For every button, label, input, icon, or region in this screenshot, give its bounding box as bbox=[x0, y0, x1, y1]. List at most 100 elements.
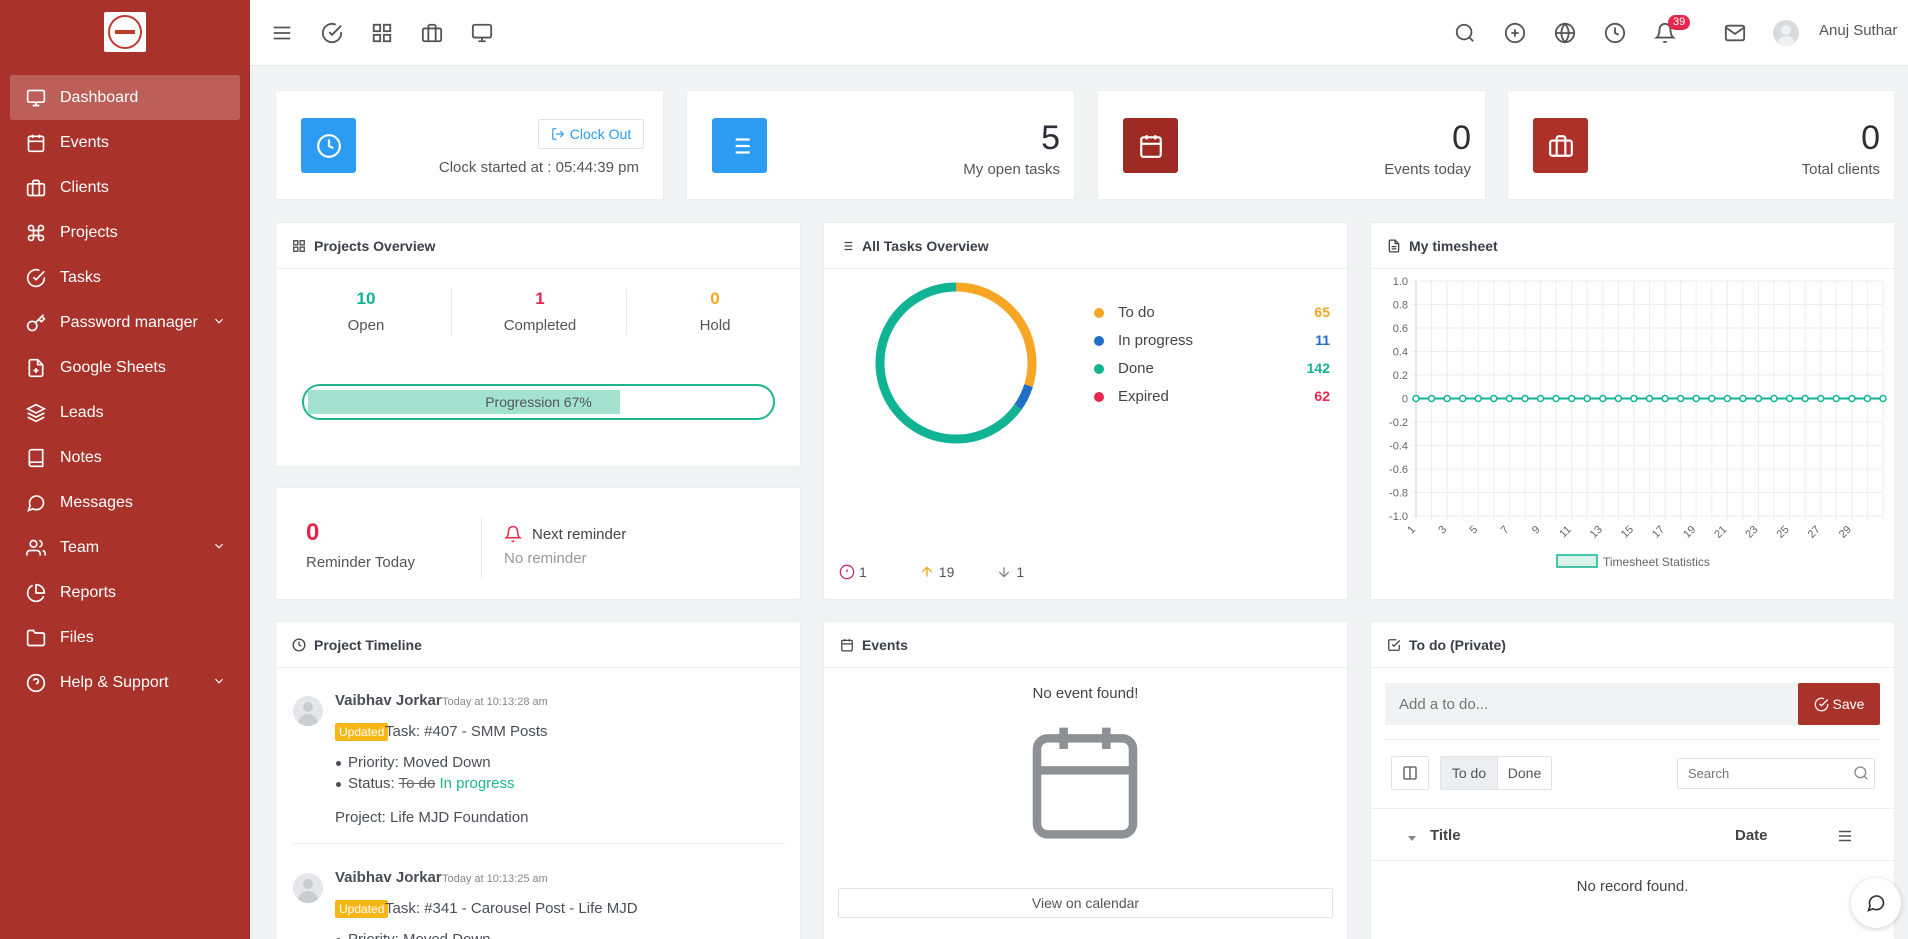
data-point[interactable] bbox=[1708, 394, 1716, 403]
data-point[interactable] bbox=[1661, 394, 1669, 403]
timeline-user-name[interactable]: Vaibhav Jorkar bbox=[335, 692, 442, 709]
total-clients-card[interactable]: 0 Total clients bbox=[1507, 90, 1895, 200]
data-point[interactable] bbox=[1754, 394, 1763, 403]
data-point[interactable] bbox=[1521, 394, 1529, 403]
tasks-alert-count[interactable]: 1 bbox=[859, 564, 867, 580]
tasks-up-count[interactable]: 19 bbox=[938, 564, 955, 580]
avatar[interactable] bbox=[1773, 20, 1799, 46]
data-point[interactable] bbox=[1739, 394, 1747, 403]
timeline-user-name[interactable]: Vaibhav Jorkar bbox=[335, 869, 442, 886]
menu-icon[interactable] bbox=[271, 22, 293, 44]
data-point[interactable] bbox=[1599, 394, 1607, 403]
data-point[interactable] bbox=[1723, 394, 1732, 403]
data-point[interactable] bbox=[1505, 394, 1514, 403]
sidebar-item-leads[interactable]: Leads bbox=[10, 390, 240, 435]
tab-done[interactable]: Done bbox=[1497, 756, 1552, 790]
calendar-icon bbox=[841, 638, 853, 651]
data-point[interactable] bbox=[1863, 394, 1872, 403]
sidebar-item-team[interactable]: Team bbox=[10, 525, 240, 570]
data-point[interactable] bbox=[1536, 394, 1545, 403]
column-title[interactable]: Title bbox=[1430, 827, 1461, 844]
projects-completed[interactable]: 1 Completed bbox=[453, 289, 627, 334]
menu-icon[interactable] bbox=[1836, 827, 1854, 845]
sidebar-item-projects[interactable]: Projects bbox=[10, 210, 240, 255]
data-point[interactable] bbox=[1427, 394, 1436, 403]
data-point[interactable] bbox=[1692, 394, 1700, 403]
data-point[interactable] bbox=[1879, 394, 1887, 403]
divider bbox=[451, 289, 452, 335]
data-point[interactable] bbox=[1412, 394, 1420, 403]
plus-circle-icon[interactable] bbox=[1504, 22, 1526, 44]
monitor-icon[interactable] bbox=[471, 22, 493, 44]
timeline-task-link[interactable]: Task: #341 - Carousel Post - Life MJD bbox=[385, 900, 638, 917]
data-point[interactable] bbox=[1443, 394, 1451, 403]
data-point[interactable] bbox=[1645, 394, 1654, 403]
view-calendar-button[interactable]: View on calendar bbox=[838, 888, 1333, 918]
sidebar-item-help-support[interactable]: Help & Support bbox=[10, 660, 240, 705]
todo-input[interactable] bbox=[1385, 683, 1799, 725]
open-tasks-card[interactable]: 5 My open tasks bbox=[686, 90, 1075, 200]
sidebar-item-clients[interactable]: Clients bbox=[10, 165, 240, 210]
tab-todo[interactable]: To do bbox=[1440, 756, 1498, 790]
company-logo[interactable] bbox=[104, 12, 146, 52]
data-point[interactable] bbox=[1848, 394, 1856, 403]
timeline-priority: Priority: Moved Down bbox=[336, 754, 491, 771]
briefcase-icon[interactable] bbox=[421, 22, 443, 44]
sort-down-icon[interactable] bbox=[1407, 833, 1417, 843]
data-point[interactable] bbox=[1770, 394, 1778, 403]
sidebar-item-password-manager[interactable]: Password manager bbox=[10, 300, 240, 345]
chevron-down-icon[interactable] bbox=[212, 314, 226, 328]
tasks-down-count[interactable]: 1 bbox=[1016, 564, 1025, 580]
data-point[interactable] bbox=[1474, 394, 1483, 403]
timeline-task-link[interactable]: Task: #407 - SMM Posts bbox=[385, 723, 548, 740]
next-reminder-title: Next reminder bbox=[532, 526, 627, 543]
legend-label[interactable]: Timesheet Statistics bbox=[1603, 555, 1710, 569]
sidebar-item-reports[interactable]: Reports bbox=[10, 570, 240, 615]
data-point[interactable] bbox=[1490, 394, 1498, 403]
save-button[interactable]: Save bbox=[1798, 683, 1880, 725]
data-point[interactable] bbox=[1816, 394, 1825, 403]
data-point[interactable] bbox=[1785, 394, 1794, 403]
check-circle-icon[interactable] bbox=[321, 22, 343, 44]
data-point[interactable] bbox=[1630, 394, 1638, 403]
data-point[interactable] bbox=[1458, 394, 1467, 403]
data-point[interactable] bbox=[1676, 394, 1685, 403]
mail-icon[interactable] bbox=[1724, 22, 1746, 44]
data-point[interactable] bbox=[1832, 394, 1841, 403]
donut-segment[interactable] bbox=[875, 282, 1022, 444]
donut-segment[interactable] bbox=[955, 282, 1037, 387]
sidebar-item-notes[interactable]: Notes bbox=[10, 435, 240, 480]
grid-icon[interactable] bbox=[371, 22, 393, 44]
bell-icon[interactable] bbox=[1654, 22, 1676, 44]
data-point[interactable] bbox=[1614, 394, 1623, 403]
data-point[interactable] bbox=[1583, 394, 1591, 403]
clock-out-button[interactable]: Clock Out bbox=[538, 119, 644, 149]
search-icon[interactable] bbox=[1454, 22, 1476, 44]
legend-swatch[interactable] bbox=[1556, 554, 1598, 568]
chevron-down-icon[interactable] bbox=[212, 674, 226, 688]
globe-icon[interactable] bbox=[1554, 22, 1576, 44]
avatar[interactable] bbox=[293, 873, 323, 903]
avatar[interactable] bbox=[293, 696, 323, 726]
column-date[interactable]: Date bbox=[1735, 827, 1768, 844]
projects-open[interactable]: 10 Open bbox=[279, 289, 453, 334]
clock-icon[interactable] bbox=[1604, 22, 1626, 44]
sidebar-item-dashboard[interactable]: Dashboard bbox=[10, 75, 240, 120]
timeline-project[interactable]: Project: Life MJD Foundation bbox=[335, 809, 529, 826]
sidebar-item-files[interactable]: Files bbox=[10, 615, 240, 660]
data-point[interactable] bbox=[1567, 394, 1576, 403]
user-name[interactable]: Anuj Suthar bbox=[1819, 22, 1898, 39]
chat-button[interactable] bbox=[1851, 878, 1901, 928]
chevron-down-icon[interactable] bbox=[212, 539, 226, 553]
donut-segment[interactable] bbox=[1014, 384, 1033, 410]
events-today-card[interactable]: 0 Events today bbox=[1097, 90, 1486, 200]
sidebar-item-events[interactable]: Events bbox=[10, 120, 240, 165]
column-toggle-button[interactable] bbox=[1391, 756, 1429, 790]
sidebar-item-tasks[interactable]: Tasks bbox=[10, 255, 240, 300]
sidebar-item-google-sheets[interactable]: Google Sheets bbox=[10, 345, 240, 390]
todo-search-input[interactable] bbox=[1677, 758, 1875, 789]
projects-hold[interactable]: 0 Hold bbox=[628, 289, 802, 334]
data-point[interactable] bbox=[1801, 394, 1809, 403]
sidebar-item-messages[interactable]: Messages bbox=[10, 480, 240, 525]
data-point[interactable] bbox=[1552, 394, 1560, 403]
